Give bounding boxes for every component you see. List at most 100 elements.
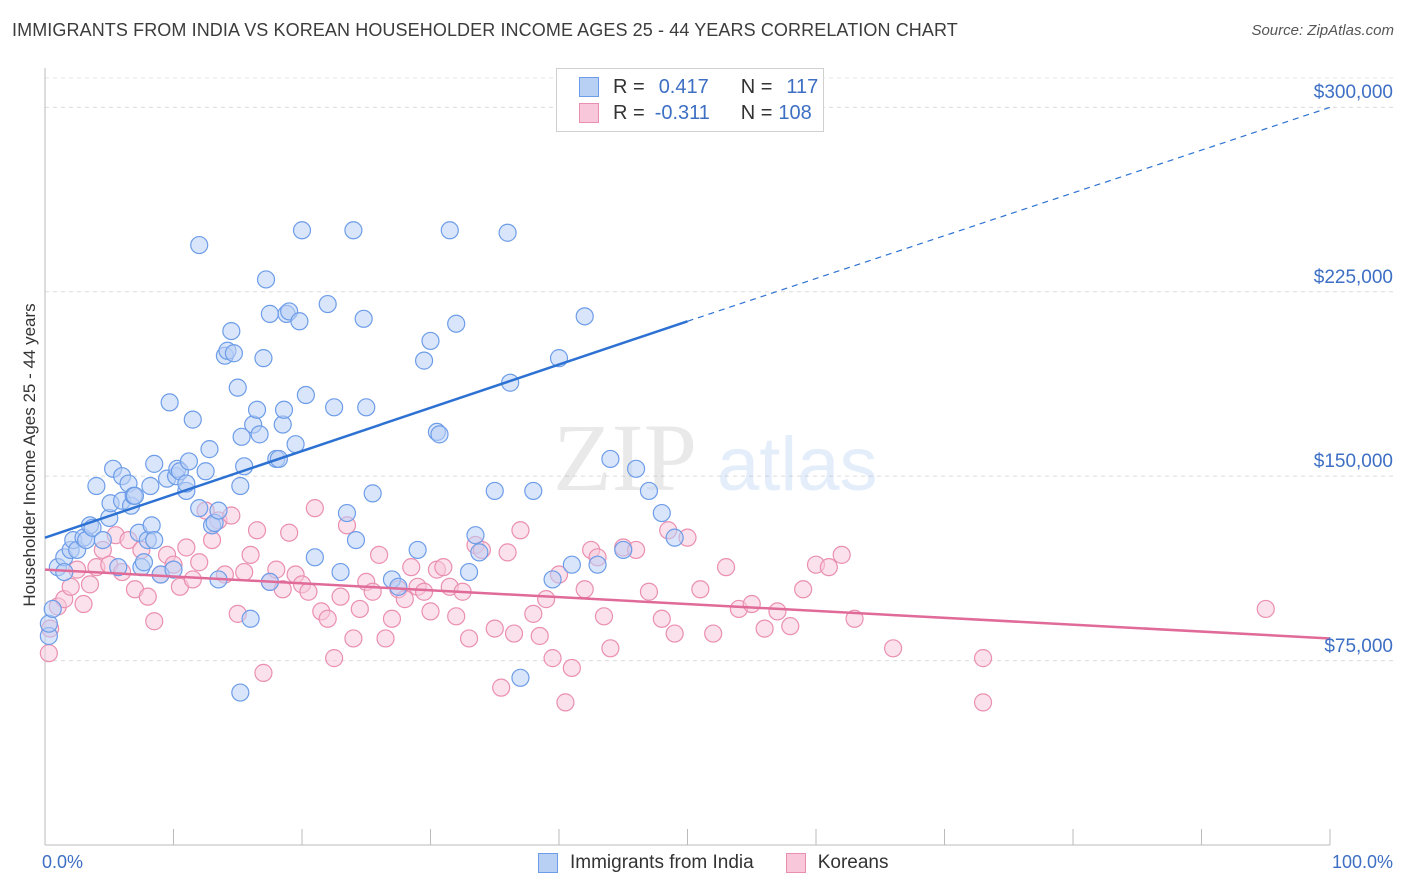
korea-point [524,604,543,623]
india-point [331,562,350,582]
korea-point [254,663,273,682]
india-legend-swatch [538,853,558,873]
india-point [224,344,243,363]
korea-point [716,558,736,577]
korea-point [370,545,389,564]
korea-point [177,538,196,557]
korea-point [832,545,851,564]
india-point [247,400,267,419]
watermark: ZIP atlas [553,404,878,511]
watermark-zip: ZIP [553,404,697,511]
india-r-value: 0.417 [658,75,709,98]
india-trend-extension [687,106,1331,322]
korea-point [305,499,324,518]
legend-row-korea: R = -0.311 N = 108 [579,101,812,125]
r-label: R = [613,101,645,124]
korea-point [665,624,684,643]
korea-point [344,629,363,648]
india-point [142,516,161,535]
legend-item-korea[interactable]: Koreans [785,852,889,874]
korea-point [543,649,562,668]
india-point [346,531,366,550]
korea-point [241,545,260,564]
r-label: R = [613,75,645,98]
india-point [164,560,183,579]
korea-point [280,523,299,542]
india-point [498,223,517,242]
korea-point [973,649,993,668]
korea-point [80,575,100,594]
korea-point [511,521,530,540]
legend-item-india[interactable]: Immigrants from India [538,852,754,874]
korea-point [421,602,440,621]
korea-point [594,607,614,626]
korea-swatch [579,103,599,123]
korea-point [504,624,524,643]
india-point [200,440,219,459]
korea-point [704,624,723,643]
india-point [190,235,209,255]
india-point [256,270,276,289]
korea-point [530,626,549,646]
india-point [196,462,215,481]
korea-point [434,558,453,577]
india-point [183,410,202,429]
india-point [87,476,106,496]
korea-series [39,499,1275,712]
korea-point [492,678,511,697]
india-point [179,452,199,471]
india-legend-label: Immigrants from India [570,852,754,873]
korea-point [973,693,993,712]
india-point [325,398,344,417]
korea-point [382,609,402,628]
axes [44,68,1331,846]
india-point [470,543,489,562]
india-point [231,476,250,496]
korea-r-value: -0.311 [654,101,710,124]
korea-point [402,558,421,577]
india-point [337,503,357,523]
korea-point [318,609,337,628]
korea-point [414,582,434,601]
india-point [222,321,241,341]
india-point [228,378,247,397]
india-point [511,668,530,687]
korea-point [845,609,864,628]
y-tick-label: $300,000 [1313,82,1393,104]
korea-point [768,602,787,621]
korea-point [562,658,581,678]
korea-point [376,629,395,648]
n-label: N = [740,101,773,124]
x-tick-label-min: 0.0% [42,852,84,872]
n-label: N = [740,75,773,98]
india-point [125,486,145,505]
korea-point [190,553,209,572]
korea-point [755,619,774,638]
korea-point [145,612,164,631]
y-tick-label: $225,000 [1313,266,1393,288]
korea-n-value: 108 [778,101,812,124]
india-point [232,427,251,446]
trend-lines [44,106,1331,640]
india-point [421,331,440,351]
india-point [241,609,260,628]
india-point [408,540,427,560]
india-point [363,484,382,503]
india-point [43,599,62,619]
korea-point [742,594,761,614]
india-point [109,558,128,577]
korea-point [138,587,157,606]
korea-point [691,580,710,599]
india-point [344,221,363,240]
india-point [290,312,309,331]
india-point [209,501,228,520]
korea-point [819,558,838,577]
india-trend-line [44,320,688,539]
india-point [652,503,671,523]
india-point [575,307,594,326]
india-point [485,481,504,501]
korea-point [247,521,267,540]
watermark-atlas: atlas [717,422,878,507]
chart-title: IMMIGRANTS FROM INDIA VS KOREAN HOUSEHOL… [12,20,958,40]
